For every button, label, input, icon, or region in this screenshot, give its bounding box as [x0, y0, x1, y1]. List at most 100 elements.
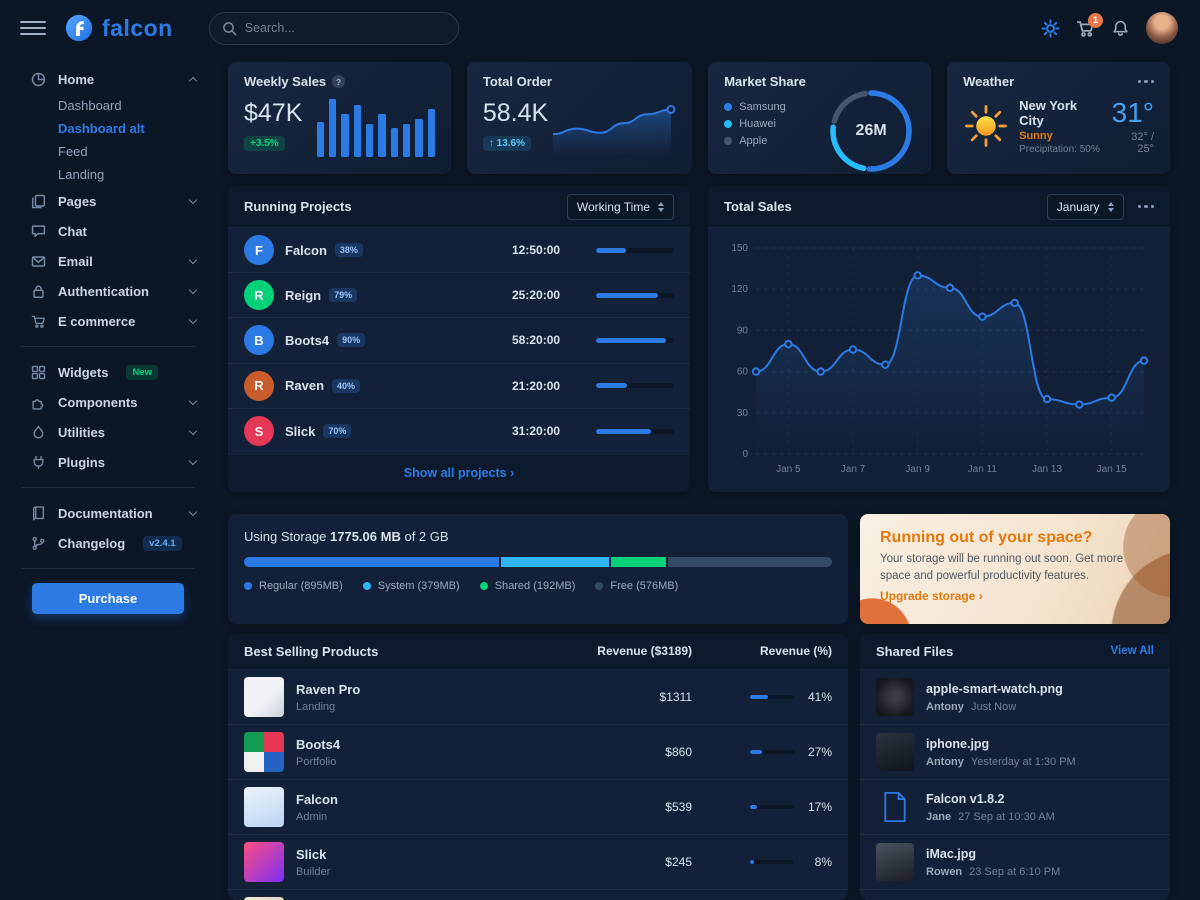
working-time-select[interactable]: Working Time	[566, 193, 674, 220]
svg-text:Jan 9: Jan 9	[905, 464, 930, 475]
show-all-projects-link[interactable]: Show all projects ›	[403, 466, 515, 481]
project-row: S Slick 70% 31:20:00	[228, 409, 690, 454]
sidebar-item-label: Email	[58, 253, 93, 269]
file-name-link[interactable]: iphone.jpg	[926, 737, 990, 752]
purchase-button[interactable]: Purchase	[32, 583, 184, 614]
select-arrows-icon	[658, 201, 664, 212]
product-name-link[interactable]: Slick	[296, 846, 327, 862]
project-time: 21:20:00	[512, 378, 561, 393]
shared-files-card: Shared Files View All apple-smart-watch.…	[860, 633, 1170, 900]
running-projects-footer: Show all projects ›	[228, 453, 690, 492]
product-thumbnail	[244, 841, 284, 882]
revenue-pct-column-header: Revenue (%)	[759, 644, 832, 659]
view-all-link[interactable]: View All	[1110, 645, 1154, 658]
sidebar-item-dashboard-alt[interactable]: Dashboard alt	[58, 121, 145, 136]
sidebar-item-utilities[interactable]: Utilities	[0, 417, 216, 447]
project-time: 25:20:00	[512, 288, 561, 303]
sidebar-item-ecommerce[interactable]: E commerce	[0, 306, 216, 336]
select-arrows-icon	[1107, 201, 1114, 212]
sidebar-item-components[interactable]: Components	[0, 387, 216, 417]
falcon-logo-icon	[64, 13, 94, 43]
weather-temperature: 31°	[1111, 97, 1154, 128]
svg-text:Jan 15: Jan 15	[1097, 464, 1127, 475]
project-name-link[interactable]: Slick	[285, 423, 316, 439]
sidebar-item-label: Utilities	[58, 424, 105, 440]
project-name-link[interactable]: Reign	[285, 287, 322, 303]
chevron-down-icon	[188, 396, 198, 405]
project-name-link[interactable]: Raven	[285, 378, 325, 394]
sidebar-item-widgets[interactable]: Widgets New	[0, 357, 216, 387]
notifications-bell-icon[interactable]	[1111, 19, 1130, 38]
legend-label: Free (576MB)	[610, 579, 679, 592]
legend-item: Apple	[724, 135, 785, 147]
chevron-up-icon	[188, 76, 198, 86]
sidebar-item-landing[interactable]: Landing	[58, 167, 105, 182]
sidebar-item-documentation[interactable]: Documentation	[0, 498, 216, 528]
brand-logo[interactable]: falcon	[64, 13, 173, 43]
legend-label: Shared (192MB)	[494, 579, 576, 592]
help-circle-icon[interactable]: ?	[332, 75, 346, 88]
project-name-link[interactable]: Boots4	[285, 332, 330, 348]
sidebar-item-feed[interactable]: Feed	[58, 144, 88, 159]
legend-item: Free (576MB)	[595, 580, 678, 592]
search-input[interactable]	[244, 21, 446, 35]
sidebar-item-pages[interactable]: Pages	[0, 186, 216, 216]
product-revenue: $860	[665, 744, 692, 759]
total-sales-line-chart: 0 30 60 90 120 150 Jan 5 Jan 7 Jan 9 Jan 11 Jan 13…	[722, 236, 1156, 480]
legend-label: Samsung	[739, 101, 786, 113]
legend-label: System (379MB)	[377, 579, 460, 592]
sidebar-item-dashboard[interactable]: Dashboard	[58, 98, 122, 113]
file-thumbnail	[876, 842, 914, 881]
chevron-down-icon	[188, 426, 198, 435]
home-subnav: Dashboard Dashboard alt Feed Landing	[0, 94, 216, 186]
upgrade-storage-link[interactable]: Upgrade storage ›	[880, 589, 983, 604]
project-name-link[interactable]: Falcon	[285, 242, 327, 258]
select-value: January	[1056, 199, 1100, 214]
project-time: 31:20:00	[512, 424, 561, 439]
weather-title: Weather	[963, 74, 1015, 89]
settings-gear-icon[interactable]	[1041, 18, 1060, 38]
svg-text:150: 150	[731, 243, 748, 254]
shared-files-header: Shared Files View All	[860, 633, 1170, 670]
product-name-link[interactable]: Boots4	[296, 736, 341, 752]
search-box[interactable]	[208, 11, 459, 45]
user-avatar[interactable]	[1146, 12, 1178, 44]
product-revenue-bar	[750, 859, 794, 864]
bottom-row: Best Selling Products Revenue ($3189) Re…	[228, 633, 1170, 900]
sidebar-item-authentication[interactable]: Authentication	[0, 276, 216, 306]
project-row: R Reign 79% 25:20:00	[228, 273, 690, 319]
file-name-link[interactable]: iMac.jpg	[926, 847, 977, 862]
space-card-body: Your storage will be running out soon. G…	[880, 552, 1124, 582]
cart-icon[interactable]: 1	[1076, 12, 1103, 38]
weather-city: New York City	[1019, 97, 1078, 128]
product-revenue: $245	[665, 854, 692, 869]
sidebar-item-home[interactable]: Home	[0, 64, 216, 94]
svg-text:90: 90	[737, 325, 749, 336]
sidebar-item-plugins[interactable]: Plugins	[0, 447, 216, 477]
legend-dot	[362, 581, 371, 590]
menu-toggle-icon[interactable]	[20, 21, 46, 35]
product-name-link[interactable]: Falcon	[296, 791, 338, 807]
legend-dot	[244, 581, 252, 590]
file-name-link[interactable]: apple-smart-watch.png	[926, 682, 1063, 697]
file-author: Rowen	[926, 866, 963, 879]
version-badge: v2.4.1	[143, 535, 182, 551]
project-progress-bar	[596, 428, 674, 434]
chevron-down-icon	[188, 456, 198, 465]
legend-label: Apple	[739, 135, 768, 147]
storage-segment-free	[667, 556, 832, 567]
sidebar-item-chat[interactable]: Chat	[0, 216, 216, 246]
project-list: F Falcon 38% 12:50:00 R Reign 79% 25:20:…	[228, 228, 690, 454]
sidebar-item-email[interactable]: Email	[0, 246, 216, 276]
sidebar-item-changelog[interactable]: Changelog v2.4.1	[0, 528, 216, 558]
navbar-actions: 1	[1041, 12, 1178, 44]
plug-icon	[31, 455, 48, 470]
middle-row: Running Projects Working Time F Falcon 3…	[228, 186, 1170, 492]
product-revenue-bar	[750, 749, 794, 754]
product-name-link[interactable]: Raven Pro	[296, 681, 361, 697]
dots-menu-icon[interactable]	[1137, 201, 1154, 213]
dots-menu-icon[interactable]	[1137, 76, 1154, 88]
month-select[interactable]: January	[1046, 193, 1124, 220]
file-name-link[interactable]: Falcon v1.8.2	[926, 792, 1005, 807]
product-category: Landing	[296, 700, 336, 713]
